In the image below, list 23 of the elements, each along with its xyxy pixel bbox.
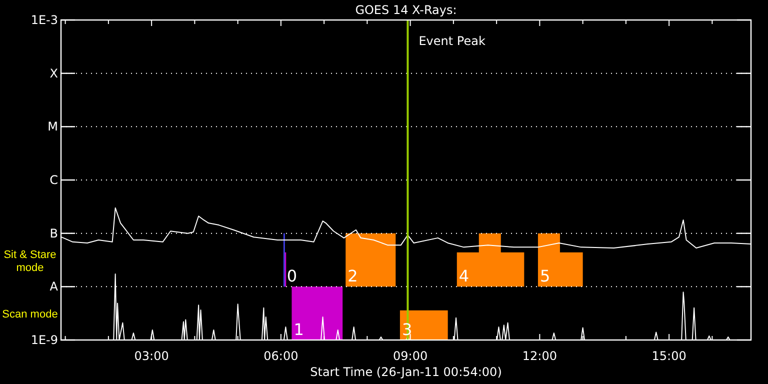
- text: Sit & Stare mode: [4, 249, 56, 274]
- annotation: 0: [286, 266, 298, 286]
- y-tick-label: X: [50, 66, 58, 80]
- annotation: 2: [348, 266, 358, 286]
- x-tick-label: 12:00: [522, 349, 557, 363]
- y-tick-label: 1E-3: [30, 13, 58, 27]
- x-tick-label: 03:00: [134, 349, 169, 363]
- x-tick-label: 09:00: [393, 349, 428, 363]
- annotation: 1: [294, 320, 304, 339]
- y-tick-label: M: [48, 120, 58, 134]
- x-tick-label: 15:00: [652, 349, 686, 363]
- x-tick-label: 06:00: [264, 349, 298, 363]
- ref-line-label: Event Peak: [418, 34, 486, 48]
- annotation: 5: [540, 266, 550, 286]
- x-axis-title: Start Time (26-Jan-11 00:54:00): [310, 365, 502, 379]
- y-tick-label: 1E-9: [30, 333, 58, 347]
- y-tick-label: B: [50, 226, 58, 240]
- y-tick-label: A: [50, 280, 59, 294]
- chart-title: GOES 14 X-Rays:: [355, 3, 457, 17]
- annotation: 3: [402, 320, 412, 339]
- text: Scan mode: [2, 308, 58, 320]
- annotation: 4: [458, 266, 470, 286]
- y-tick-label: C: [50, 173, 58, 187]
